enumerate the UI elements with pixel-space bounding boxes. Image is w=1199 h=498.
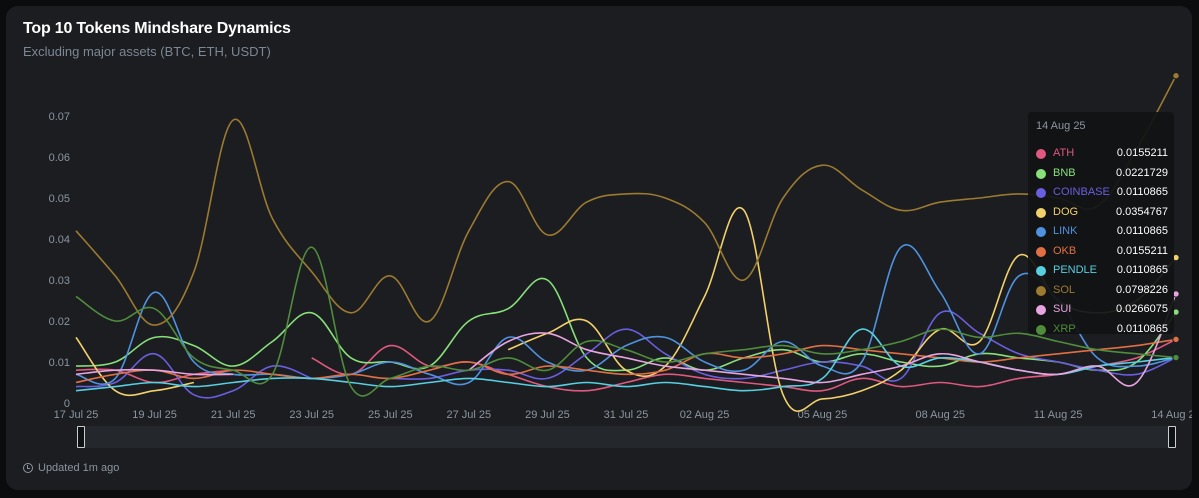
y-tick-label: 0.05: [49, 193, 70, 205]
series-line-bnb: [75, 277, 1177, 372]
range-slider-right-handle[interactable]: [1168, 426, 1176, 448]
tooltip-row: SUI 0.0266075: [1036, 303, 1168, 319]
y-tick-label: 0.01: [49, 357, 70, 369]
series-line-okb: [75, 338, 1177, 384]
y-tick-label: 0: [64, 398, 70, 410]
line-chart[interactable]: 0 0.01 0.02 0.03 0.04 0.05 0.06 0.07 17 Jul 25 19…: [6, 6, 1192, 490]
tooltip-row: LINK 0.0110865: [1036, 225, 1168, 241]
series-line-sui: [468, 293, 1177, 387]
chart-subtitle: Excluding major assets (BTC, ETH, USDT): [23, 44, 271, 59]
tooltip-series-name: XRP: [1053, 322, 1076, 335]
legend-dot-icon: [1036, 305, 1046, 315]
tooltip-series-name: LINK: [1053, 225, 1078, 237]
tooltip-row: XRP 0.0110865: [1036, 323, 1168, 339]
tooltip-series-value: 0.0354767: [1116, 205, 1168, 218]
tooltip-series-value: 0.0798226: [1116, 283, 1168, 296]
series-point-xrp[interactable]: [1172, 353, 1180, 362]
tooltip-series-value: 0.0110865: [1116, 186, 1168, 198]
x-tick-label: 08 Aug 25: [916, 409, 966, 421]
legend-dot-icon: [1036, 188, 1046, 198]
series-line-xrp: [75, 246, 1177, 397]
legend-dot-icon: [1036, 207, 1046, 218]
tooltip-series-name: COINBASE: [1053, 186, 1110, 198]
x-tick-label: 11 Aug 25: [1034, 409, 1083, 421]
legend-dot-icon: [1036, 227, 1046, 237]
tooltip-series-value: 0.0155211: [1116, 147, 1168, 159]
series-line-sol: [75, 75, 1177, 326]
clock-icon: [23, 463, 33, 473]
range-slider-track[interactable]: [80, 426, 1174, 448]
x-tick-label: 17 Jul 25: [54, 409, 99, 421]
x-tick-label: 31 Jul 25: [604, 409, 649, 421]
x-tick-label: 29 Jul 25: [525, 409, 570, 421]
x-tick-label: 21 Jul 25: [211, 409, 256, 421]
tooltip-row: OKB 0.0155211: [1036, 245, 1168, 261]
tooltip-series-name: ATH: [1053, 147, 1075, 159]
series-line-link: [75, 244, 1177, 386]
legend-dot-icon: [1036, 285, 1046, 296]
x-tick-label: 27 Jul 25: [447, 409, 492, 421]
tooltip-series-name: BNB: [1053, 166, 1076, 179]
tooltip-series-name: DOG: [1053, 205, 1079, 218]
x-tick-label: 14 Aug 25: [1151, 409, 1192, 421]
x-tick-label: 02 Aug 25: [680, 409, 730, 421]
series-line-sui: [75, 368, 234, 376]
y-tick-label: 0.06: [49, 152, 70, 164]
series-line-pendle: [75, 328, 1177, 392]
tooltip-row: BNB 0.0221729: [1036, 167, 1168, 183]
updated-text: Updated 1m ago: [38, 462, 120, 474]
chart-card: Top 10 Tokens Mindshare Dynamics Excludi…: [6, 6, 1192, 490]
range-slider-left-handle[interactable]: [77, 426, 85, 448]
tooltip-row: SOL 0.0798226: [1036, 284, 1168, 300]
tooltip-row: PENDLE 0.0110865: [1036, 264, 1168, 280]
series-line-coinbase: [75, 352, 312, 399]
update-status: Updated 1m ago: [23, 462, 119, 474]
tooltip-series-value: 0.0221729: [1116, 166, 1168, 179]
series-point-sol[interactable]: [1172, 72, 1180, 80]
tooltip-date: 14 Aug 25: [1036, 120, 1086, 132]
tooltip-row: DOG 0.0354767: [1036, 206, 1168, 222]
tooltip-series-value: 0.0110865: [1116, 264, 1168, 276]
tooltip-row: ATH 0.0155211: [1036, 147, 1168, 163]
series-point-okb[interactable]: [1172, 335, 1180, 344]
tooltip-row: COINBASE 0.0110865: [1036, 186, 1168, 202]
legend-dot-icon: [1036, 246, 1046, 257]
series-line-ath: [311, 338, 1177, 392]
tooltip-series-value: 0.0266075: [1116, 303, 1168, 315]
legend-dot-icon: [1036, 149, 1046, 159]
x-tick-label: 23 Jul 25: [289, 409, 334, 421]
legend-dot-icon: [1036, 324, 1046, 335]
chart-title: Top 10 Tokens Mindshare Dynamics: [23, 20, 291, 37]
legend-dot-icon: [1036, 266, 1046, 276]
y-tick-label: 0.04: [49, 234, 70, 246]
tooltip-series-name: PENDLE: [1053, 264, 1098, 276]
tooltip-series-name: SUI: [1053, 303, 1072, 315]
y-tick-label: 0.03: [49, 275, 70, 287]
data-tooltip: 14 Aug 25 ATH 0.0155211 BNB 0.0221729 COINBA…: [1028, 112, 1174, 335]
tooltip-series-value: 0.0155211: [1116, 244, 1168, 257]
y-tick-label: 0.02: [49, 316, 70, 328]
x-tick-label: 25 Jul 25: [368, 409, 413, 421]
tooltip-series-value: 0.0110865: [1116, 225, 1168, 237]
tooltip-series-value: 0.0110865: [1116, 322, 1168, 335]
series-line-coinbase: [390, 310, 1177, 382]
series-line-dog: [75, 336, 195, 397]
legend-dot-icon: [1036, 168, 1046, 179]
tooltip-series-name: SOL: [1053, 283, 1076, 296]
x-tick-label: 19 Jul 25: [132, 409, 177, 421]
tooltip-series-name: OKB: [1053, 244, 1077, 257]
x-tick-label: 05 Aug 25: [798, 409, 848, 421]
y-tick-label: 0.07: [49, 111, 70, 123]
